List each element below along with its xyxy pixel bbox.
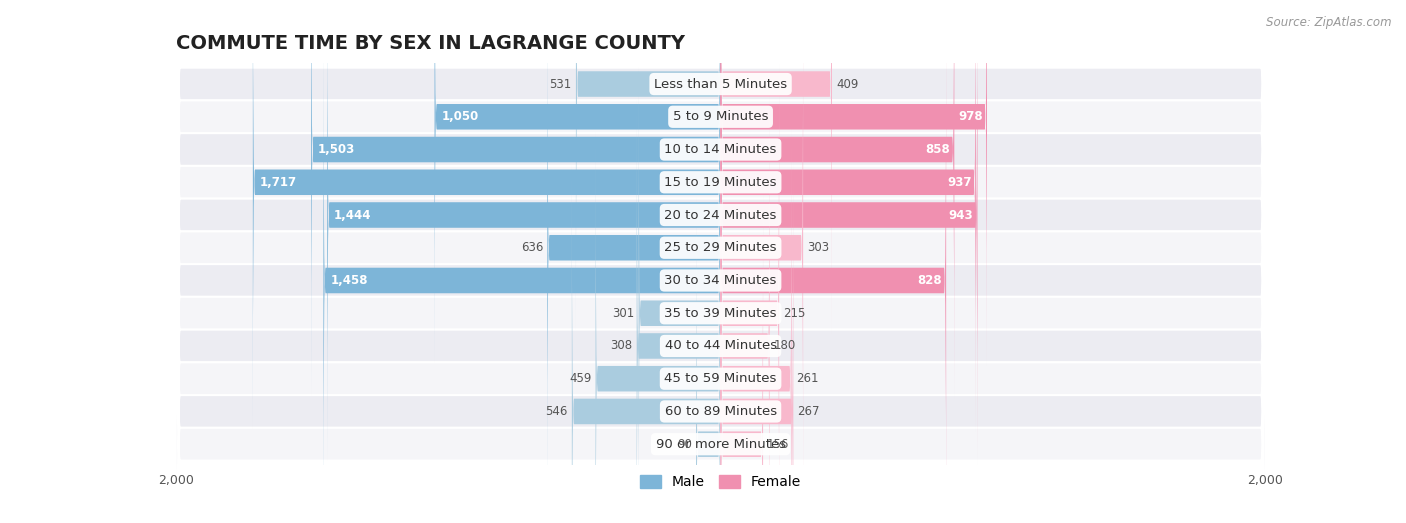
Text: 215: 215 [783,306,806,320]
Text: 1,458: 1,458 [330,274,368,287]
Text: 20 to 24 Minutes: 20 to 24 Minutes [665,209,776,222]
Text: 531: 531 [550,77,572,90]
FancyBboxPatch shape [176,0,1265,523]
Text: 943: 943 [949,209,973,222]
FancyBboxPatch shape [638,64,721,523]
Text: 25 to 29 Minutes: 25 to 29 Minutes [664,241,778,254]
Text: 459: 459 [569,372,592,385]
Text: 828: 828 [918,274,942,287]
FancyBboxPatch shape [253,0,721,431]
FancyBboxPatch shape [311,0,721,399]
FancyBboxPatch shape [721,0,987,366]
FancyBboxPatch shape [721,0,955,399]
Text: 30 to 34 Minutes: 30 to 34 Minutes [665,274,776,287]
FancyBboxPatch shape [176,0,1265,523]
Text: Source: ZipAtlas.com: Source: ZipAtlas.com [1267,16,1392,29]
Text: 1,444: 1,444 [335,209,371,222]
FancyBboxPatch shape [176,0,1265,523]
Text: 301: 301 [612,306,634,320]
FancyBboxPatch shape [721,0,832,333]
Text: 978: 978 [959,110,983,123]
Text: 90 or more Minutes: 90 or more Minutes [655,438,786,451]
FancyBboxPatch shape [721,130,792,523]
FancyBboxPatch shape [434,0,721,366]
FancyBboxPatch shape [721,64,779,523]
FancyBboxPatch shape [721,0,977,464]
Text: 45 to 59 Minutes: 45 to 59 Minutes [665,372,776,385]
Text: 261: 261 [796,372,818,385]
FancyBboxPatch shape [721,97,769,523]
Text: 180: 180 [773,339,796,353]
Text: 10 to 14 Minutes: 10 to 14 Minutes [665,143,776,156]
FancyBboxPatch shape [721,0,976,431]
Text: 546: 546 [546,405,568,418]
FancyBboxPatch shape [176,0,1265,523]
Text: 1,503: 1,503 [318,143,356,156]
Text: 40 to 44 Minutes: 40 to 44 Minutes [665,339,776,353]
FancyBboxPatch shape [637,97,721,523]
FancyBboxPatch shape [176,0,1265,523]
FancyBboxPatch shape [176,0,1265,523]
FancyBboxPatch shape [176,0,1265,523]
FancyBboxPatch shape [176,0,1265,523]
FancyBboxPatch shape [323,31,721,523]
Text: 937: 937 [948,176,972,189]
Text: 636: 636 [520,241,543,254]
FancyBboxPatch shape [696,195,721,523]
Text: 156: 156 [768,438,790,451]
FancyBboxPatch shape [576,0,721,333]
Text: 60 to 89 Minutes: 60 to 89 Minutes [665,405,776,418]
FancyBboxPatch shape [572,162,721,523]
Text: 35 to 39 Minutes: 35 to 39 Minutes [664,306,778,320]
Text: 303: 303 [807,241,830,254]
Legend: Male, Female: Male, Female [634,470,807,495]
Text: 1,717: 1,717 [260,176,297,189]
FancyBboxPatch shape [721,0,803,497]
FancyBboxPatch shape [547,0,721,497]
FancyBboxPatch shape [721,195,763,523]
FancyBboxPatch shape [176,0,1265,523]
Text: 267: 267 [797,405,820,418]
Text: 308: 308 [610,339,633,353]
FancyBboxPatch shape [176,0,1265,523]
Text: COMMUTE TIME BY SEX IN LAGRANGE COUNTY: COMMUTE TIME BY SEX IN LAGRANGE COUNTY [176,34,685,53]
Text: Less than 5 Minutes: Less than 5 Minutes [654,77,787,90]
Text: 15 to 19 Minutes: 15 to 19 Minutes [664,176,778,189]
Text: 1,050: 1,050 [441,110,478,123]
Text: 90: 90 [678,438,692,451]
FancyBboxPatch shape [328,0,721,464]
FancyBboxPatch shape [596,130,721,523]
FancyBboxPatch shape [176,0,1265,523]
FancyBboxPatch shape [721,162,793,523]
Text: 5 to 9 Minutes: 5 to 9 Minutes [673,110,768,123]
FancyBboxPatch shape [721,31,946,523]
Text: 409: 409 [837,77,859,90]
FancyBboxPatch shape [176,0,1265,523]
Text: 858: 858 [925,143,950,156]
